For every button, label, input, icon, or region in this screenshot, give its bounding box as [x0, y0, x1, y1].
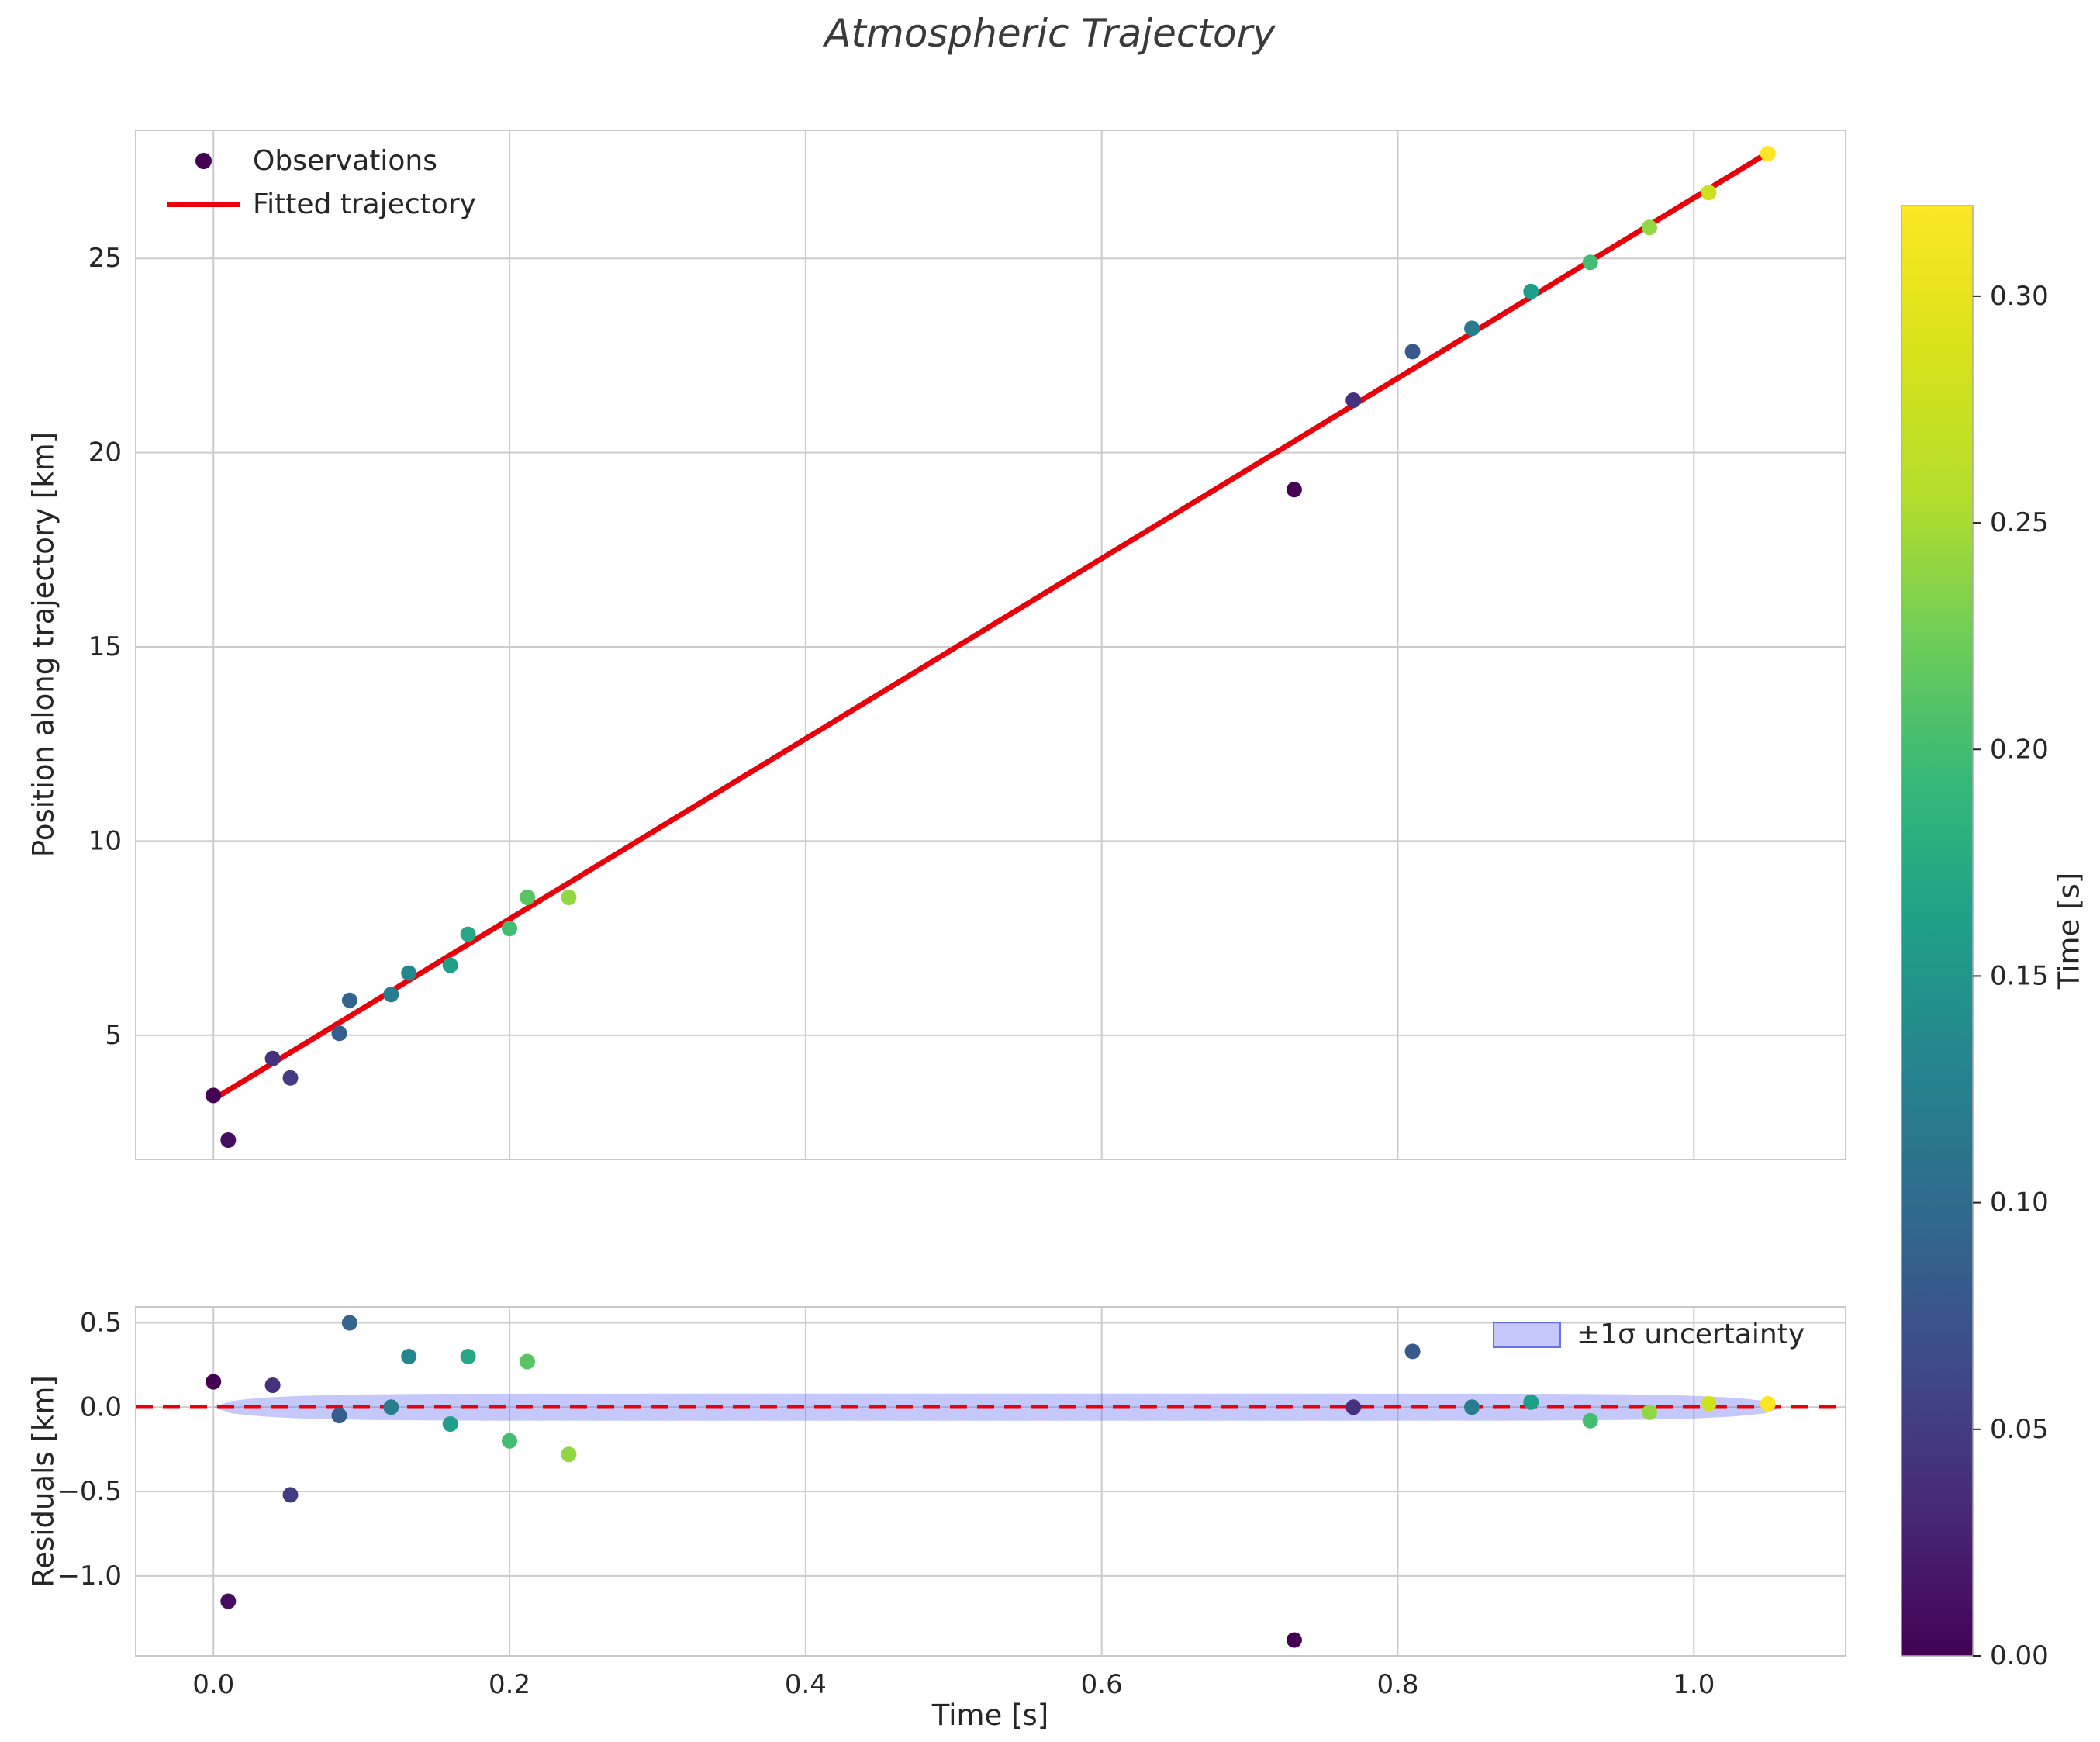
colorbar	[1901, 205, 1974, 1657]
fitted-trajectory-line	[210, 150, 1771, 1102]
observation-point	[264, 1050, 281, 1066]
legend-label-uncertainty: ±1σ uncertainty	[1577, 1319, 1805, 1350]
residual-point	[1642, 1404, 1657, 1420]
main-y-tick-label: 15	[88, 631, 122, 662]
observation-point	[442, 957, 458, 973]
observation-point	[502, 921, 517, 937]
observation-point	[1464, 320, 1480, 337]
main-y-axis-label: Position along trajectory [km]	[26, 431, 60, 858]
observation-point	[1582, 254, 1598, 271]
residual-point	[1345, 1399, 1362, 1415]
x-tick-label: 0.8	[1376, 1669, 1418, 1700]
main-y-tick-label: 20	[88, 437, 122, 468]
colorbar-tick-label: 0.15	[1990, 960, 2049, 991]
legend-handle	[167, 201, 240, 207]
observation-point	[1523, 283, 1539, 299]
colorbar-tick-label: 0.25	[1990, 507, 2049, 538]
residual-point	[1523, 1394, 1539, 1410]
x-axis-label: Time [s]	[931, 1699, 1049, 1732]
colorbar-label: Time [s]	[2052, 872, 2086, 990]
residual-points	[206, 1315, 1776, 1648]
observations-marker-icon	[195, 152, 212, 169]
observation-point	[1404, 344, 1421, 360]
residual-legend: ±1σ uncertainty	[1493, 1319, 1805, 1350]
residual-point	[341, 1315, 357, 1331]
gridlines	[136, 130, 1846, 1656]
observation-point	[220, 1132, 237, 1148]
observation-point	[1345, 392, 1362, 408]
colorbar-tick-label: 0.00	[1990, 1640, 2049, 1671]
residual-point	[561, 1446, 577, 1463]
residual-point	[383, 1399, 399, 1415]
observation-point	[1760, 146, 1776, 161]
chart-title: Atmospheric Trajectory	[824, 11, 1276, 56]
legend-label-fitted-trajectory: Fitted trajectory	[253, 188, 476, 220]
residual-point	[1760, 1395, 1776, 1412]
residual-point	[282, 1487, 299, 1503]
colorbar-tick-label: 0.05	[1990, 1414, 2049, 1445]
residual-y-tick-label: 0.5	[80, 1307, 122, 1338]
main-y-tick-label: 25	[88, 243, 122, 274]
observation-point	[206, 1087, 222, 1104]
residual-y-tick-label: −0.5	[57, 1476, 122, 1507]
main-y-tick-label: 5	[105, 1020, 122, 1051]
main-axes-spine	[135, 130, 1846, 1160]
residual-point	[206, 1374, 222, 1390]
x-tick-label: 1.0	[1673, 1669, 1715, 1700]
residual-point	[331, 1408, 347, 1424]
observation-point	[401, 965, 417, 981]
legend-handle	[167, 152, 240, 169]
residual-point	[1464, 1399, 1480, 1415]
residual-point	[520, 1353, 535, 1370]
colorbar-tick-label: 0.20	[1990, 734, 2049, 765]
main-legend: Observations Fitted trajectory	[167, 143, 476, 222]
residual-y-tick-label: −1.0	[57, 1561, 122, 1592]
observation-point	[520, 890, 535, 905]
observation-point	[561, 890, 577, 905]
residual-point	[264, 1377, 281, 1393]
residual-point	[442, 1416, 458, 1432]
main-y-tick-label: 10	[88, 825, 122, 856]
residual-point	[1404, 1343, 1421, 1360]
observation-point	[341, 992, 357, 1008]
residual-point	[1582, 1412, 1598, 1429]
residual-y-axis-label: Residuals [km]	[26, 1375, 60, 1588]
residual-axes-spine	[135, 1306, 1846, 1657]
residual-point	[502, 1433, 517, 1449]
residual-point	[401, 1349, 417, 1364]
observation-point	[1286, 482, 1302, 498]
observation-points	[206, 146, 1776, 1148]
residual-y-tick-label: 0.0	[80, 1391, 122, 1422]
observation-point	[1642, 219, 1657, 236]
colorbar-tick-label: 0.10	[1990, 1187, 2049, 1218]
legend-label-observations: Observations	[253, 144, 437, 177]
legend-item-observations: Observations	[167, 143, 476, 178]
observation-point	[1701, 185, 1717, 201]
observation-point	[331, 1025, 347, 1042]
fitted-line-swatch-icon	[167, 201, 240, 207]
colorbar-tick-label: 0.30	[1990, 281, 2049, 312]
uncertainty-band	[213, 1393, 1783, 1421]
residual-point	[460, 1349, 476, 1364]
tick-labels: 5 10 15 20 25 0.5 0.0 −0.5 −1.0 0.0 0.2 0.4 0.6 0.8 1.…	[57, 243, 1715, 1700]
observation-point	[460, 926, 476, 942]
legend-item-fitted-trajectory: Fitted trajectory	[167, 186, 476, 222]
residual-point	[1286, 1632, 1302, 1648]
x-tick-label: 0.6	[1081, 1669, 1123, 1700]
residual-point	[220, 1593, 237, 1609]
observation-point	[383, 987, 399, 1003]
observation-point	[282, 1070, 299, 1086]
x-tick-label: 0.2	[489, 1669, 530, 1700]
residual-point	[1701, 1395, 1717, 1412]
x-tick-label: 0.0	[192, 1669, 234, 1700]
x-tick-label: 0.4	[785, 1669, 827, 1700]
uncertainty-band-swatch-icon	[1493, 1321, 1561, 1348]
